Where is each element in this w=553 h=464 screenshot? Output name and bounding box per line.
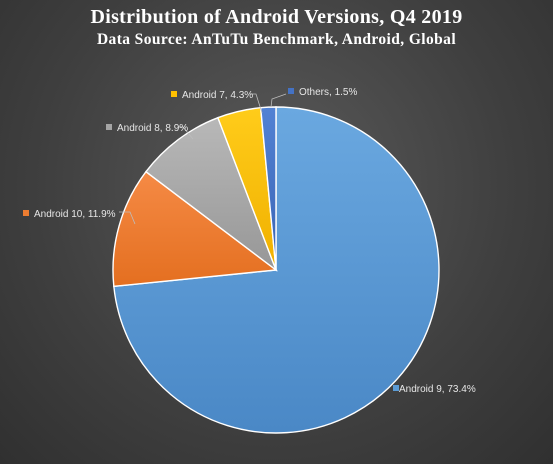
label-marker-android-8 xyxy=(106,124,112,130)
leader-line-android-7 xyxy=(250,93,263,114)
data-label-android-10: Android 10, 11.9% xyxy=(34,209,116,220)
label-marker-others xyxy=(288,88,294,94)
leader-line-android-8 xyxy=(178,126,194,140)
label-marker-android-7 xyxy=(171,91,177,97)
data-label-android-8: Android 8, 8.9% xyxy=(117,123,188,134)
pie-slice-android-8 xyxy=(144,116,278,273)
leader-line-android-10 xyxy=(119,211,136,225)
data-label-others: Others, 1.5% xyxy=(299,87,357,98)
data-label-android-9: Android 9, 73.4% xyxy=(399,384,476,395)
label-marker-android-9 xyxy=(393,385,399,391)
leader-line-others xyxy=(270,93,287,108)
label-marker-android-10 xyxy=(23,210,29,216)
chart-subtitle: Data Source: AnTuTu Benchmark, Android, … xyxy=(96,31,457,48)
data-label-android-7: Android 7, 4.3% xyxy=(182,90,253,101)
pie-slice-android-10 xyxy=(112,170,278,288)
chart-title: Distribution of Android Versions, Q4 201… xyxy=(90,6,463,28)
